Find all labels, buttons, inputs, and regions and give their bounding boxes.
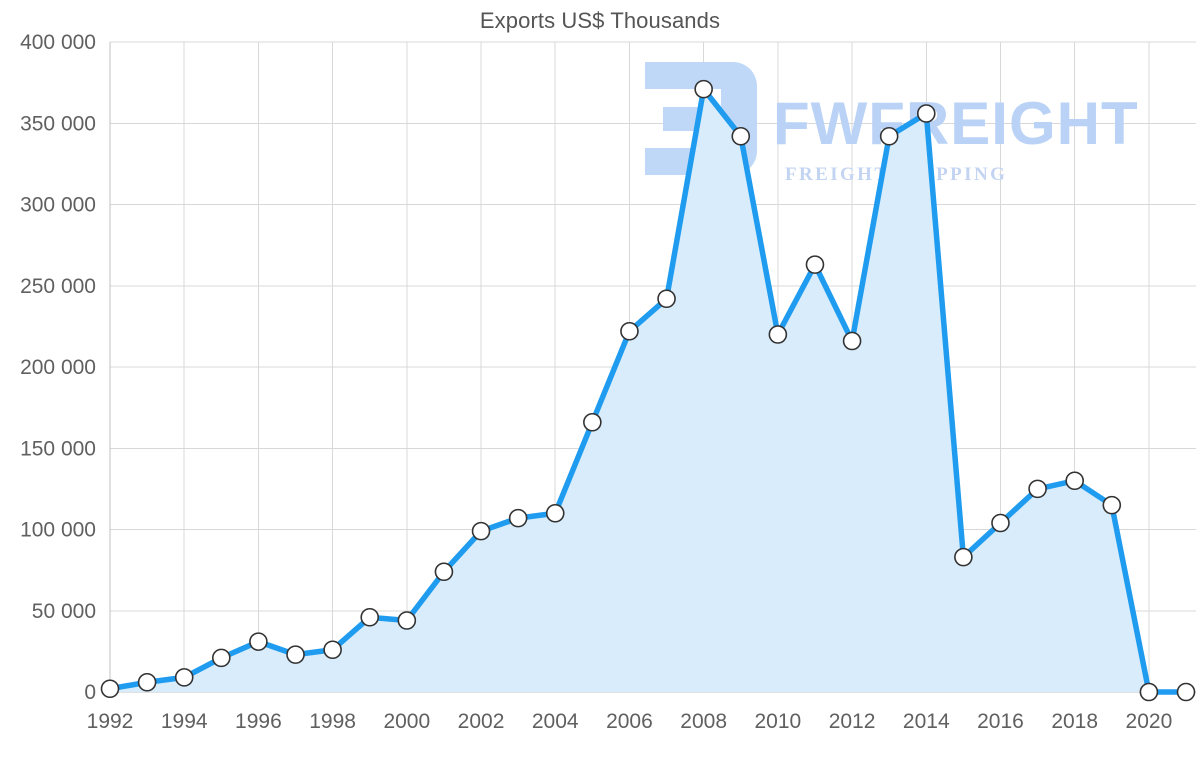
data-point-marker[interactable]: 1996: 31000 — [249, 632, 268, 651]
series-area — [110, 89, 1186, 692]
data-point-marker[interactable]: 2003: 107000 — [508, 508, 528, 528]
y-tick-label: 150 000 — [20, 437, 96, 460]
x-tick-label: 2000 — [383, 710, 430, 733]
data-point-marker[interactable]: 2004: 110000 — [545, 503, 565, 523]
data-point-marker[interactable]: 1995: 21000 — [212, 648, 231, 668]
y-tick-label: 300 000 — [20, 194, 96, 217]
x-tick-label: 2012 — [829, 710, 876, 733]
y-tick-label: 350 000 — [20, 112, 96, 135]
data-point-marker[interactable]: 2015: 83000 — [954, 547, 973, 567]
data-point-marker[interactable]: 1993: 6000 — [137, 672, 157, 692]
x-tick-label: 1992 — [87, 710, 134, 733]
data-point-marker[interactable]: 2008: 371000 — [694, 79, 713, 99]
data-point-marker[interactable]: 2014: 356000 — [916, 104, 936, 123]
data-point-marker[interactable]: 2011: 263000 — [805, 255, 825, 274]
y-tick-label: 100 000 — [20, 519, 96, 542]
data-point-marker[interactable]: 2002: 99000 — [471, 521, 491, 541]
x-tick-label: 2010 — [755, 710, 802, 733]
y-tick-label: 0 — [84, 681, 96, 704]
y-tick-label: 50 000 — [32, 600, 96, 623]
x-tick-label: 1996 — [235, 710, 282, 733]
series-markers[interactable]: 1992: 2000 1993: 6000 1994: 9000 1995: 2100… — [100, 79, 1196, 702]
data-point-marker[interactable]: 2005: 166000 — [583, 412, 602, 432]
data-point-marker[interactable]: 2021: 0 — [1176, 682, 1196, 702]
x-tick-label: 2020 — [1126, 710, 1173, 733]
chart-title: Exports US$ Thousands — [479, 8, 721, 33]
data-point-marker[interactable]: 1994: 9000 — [174, 668, 194, 687]
data-point-marker[interactable]: 2009: 342000 — [731, 126, 751, 146]
series-area-fill — [110, 89, 1186, 692]
x-tick-label: 2014 — [903, 710, 950, 733]
data-point-marker[interactable]: 2019: 115000 — [1102, 495, 1122, 515]
x-tick-label: 2016 — [977, 710, 1024, 733]
y-tick-label: 250 000 — [20, 275, 96, 298]
data-point-marker[interactable]: 2010: 220000 — [768, 325, 788, 344]
x-tick-label: 2008 — [680, 710, 727, 733]
data-point-marker[interactable]: 2020: 0 — [1139, 682, 1159, 702]
data-point-marker[interactable]: 2018: 130000 — [1065, 471, 1084, 491]
x-tick-label: 2006 — [606, 710, 653, 733]
x-tick-label: 2004 — [532, 710, 579, 733]
data-point-marker[interactable]: 2001: 74000 — [434, 562, 454, 582]
data-point-marker[interactable]: 2007: 242000 — [657, 289, 676, 309]
data-point-marker[interactable]: 2012: 216000 — [842, 331, 862, 351]
y-tick-label: 400 000 — [20, 31, 96, 54]
data-point-marker[interactable]: 1998: 26000 — [323, 640, 342, 660]
data-point-marker[interactable]: 2017: 125000 — [1028, 479, 1047, 499]
data-point-marker[interactable]: 2000: 44000 — [397, 611, 417, 630]
data-point-marker[interactable]: 1997: 23000 — [286, 645, 305, 664]
data-point-marker[interactable]: 2006: 222000 — [620, 321, 639, 341]
data-point-marker[interactable]: 2013: 342000 — [879, 126, 899, 146]
x-tick-label: 1998 — [309, 710, 356, 733]
x-axis-tick-labels: 1992 1994 1996 1998 2000 2002 2004 2006 2008 2010… — [87, 710, 1173, 733]
x-tick-label: 2018 — [1051, 710, 1098, 733]
y-axis-tick-labels: 0 50 000 100 000 150 000 200 000 250 000 300 0… — [20, 31, 96, 704]
x-tick-label: 1994 — [161, 710, 208, 733]
data-point-marker[interactable]: 2016: 104000 — [991, 513, 1010, 533]
x-tick-label: 2002 — [458, 710, 505, 733]
data-point-marker[interactable]: 1999: 46000 — [360, 607, 380, 627]
y-tick-label: 200 000 — [20, 356, 96, 379]
data-point-marker[interactable]: 1992: 2000 — [100, 679, 120, 699]
